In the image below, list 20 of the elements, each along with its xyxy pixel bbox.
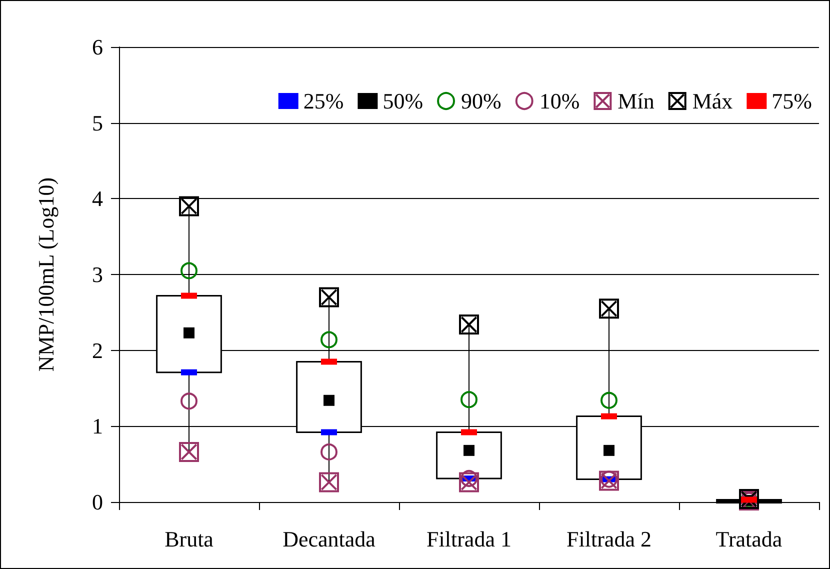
- x-tick-label: Filtrada 2: [566, 526, 652, 552]
- y-axis-title: NMP/100mL (Log10): [34, 177, 58, 372]
- y-tick-label: 1: [92, 414, 103, 439]
- legend-label: 10%: [539, 88, 580, 114]
- legend-label: 75%: [772, 88, 812, 114]
- legend-label: Mín: [618, 88, 654, 114]
- legend-label: Máx: [692, 88, 733, 114]
- y-tick-label: 3: [92, 262, 103, 287]
- x-tick-label: Tratada: [716, 526, 782, 552]
- y-tick-label: 2: [92, 338, 103, 363]
- legend-label: 90%: [461, 88, 502, 114]
- y-tick-label: 4: [92, 186, 103, 212]
- y-tick-label: 6: [92, 34, 103, 60]
- x-tick-label: Filtrada 1: [426, 526, 512, 552]
- x-tick-label: Decantada: [282, 526, 376, 552]
- y-tick-label: 5: [92, 110, 103, 136]
- y-tick-label: 0: [92, 490, 103, 514]
- x-tick-label: Bruta: [164, 526, 214, 552]
- legend-label: 25%: [303, 88, 344, 114]
- legend-label: 50%: [382, 88, 424, 114]
